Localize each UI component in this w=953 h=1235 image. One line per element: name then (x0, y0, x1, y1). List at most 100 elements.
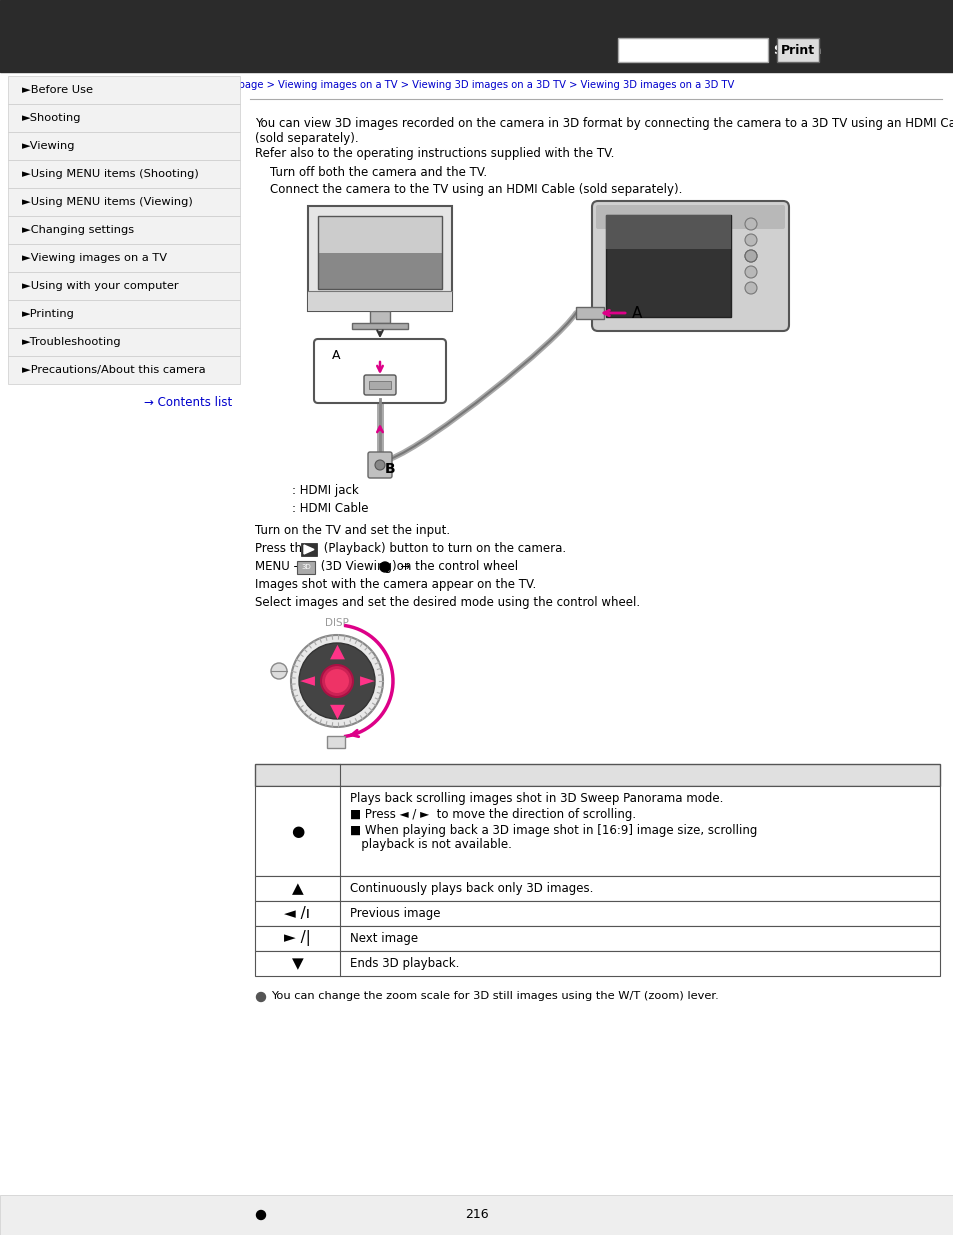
Bar (352, 324, 408, 329)
Bar (301, 543, 316, 556)
Text: ■ When playing back a 3D image shot in [16:9] image size, scrolling: ■ When playing back a 3D image shot in [… (350, 824, 757, 837)
FancyBboxPatch shape (596, 205, 784, 228)
FancyBboxPatch shape (592, 201, 788, 331)
FancyBboxPatch shape (314, 338, 446, 403)
FancyBboxPatch shape (368, 452, 392, 478)
Text: A: A (631, 305, 641, 321)
Text: MENU →: MENU → (254, 559, 307, 573)
Bar (254, 764, 939, 785)
Circle shape (325, 669, 349, 693)
Polygon shape (304, 545, 314, 555)
Circle shape (298, 643, 375, 719)
Bar (0, 0, 953, 72)
Bar (308, 291, 452, 311)
Text: playback is not available.: playback is not available. (350, 839, 512, 851)
Text: ▲: ▲ (292, 881, 303, 897)
Circle shape (744, 266, 757, 278)
Bar (8, 104, 240, 132)
Text: Turn on the TV and set the input.: Turn on the TV and set the input. (254, 524, 450, 537)
Text: You can view 3D images recorded on the camera in 3D format by connecting the cam: You can view 3D images recorded on the c… (254, 117, 953, 130)
Bar (8, 161, 240, 188)
Bar (254, 902, 939, 926)
Bar (8, 272, 240, 300)
Text: ►Viewing images on a TV: ►Viewing images on a TV (22, 253, 167, 263)
Bar (254, 926, 939, 951)
Circle shape (744, 282, 757, 294)
Text: A: A (332, 350, 340, 362)
Text: ►Using MENU items (Viewing): ►Using MENU items (Viewing) (22, 198, 193, 207)
Bar (317, 252, 441, 289)
Text: ► /|: ► /| (284, 930, 311, 946)
Text: ►Before Use: ►Before Use (22, 85, 92, 95)
Circle shape (320, 664, 353, 697)
Text: Top page > Viewing images on a TV > Viewing 3D images on a 3D TV > Viewing 3D im: Top page > Viewing images on a TV > View… (219, 80, 734, 90)
Text: ►Printing: ►Printing (22, 309, 74, 319)
Text: ▼: ▼ (292, 956, 303, 971)
Text: Select images and set the desired mode using the control wheel.: Select images and set the desired mode u… (254, 597, 639, 609)
Bar (605, 215, 730, 249)
Text: ●: ● (291, 824, 304, 839)
Text: Ends 3D playback.: Ends 3D playback. (350, 957, 459, 969)
Text: : HDMI Cable: : HDMI Cable (276, 501, 368, 515)
Text: B: B (385, 462, 395, 475)
Text: ■ Press ◄ / ►  to move the direction of scrolling.: ■ Press ◄ / ► to move the direction of s… (350, 808, 636, 821)
Bar (8, 77, 240, 104)
Bar (8, 329, 240, 356)
Bar (254, 951, 939, 976)
Bar (254, 876, 939, 902)
Circle shape (379, 562, 390, 572)
Bar (8, 356, 240, 384)
Bar (369, 382, 391, 389)
Bar (605, 215, 730, 317)
Text: 3D: 3D (301, 564, 311, 571)
Text: Press the: Press the (254, 542, 313, 555)
Text: ◄: ◄ (299, 672, 314, 690)
Text: (Playback) button to turn on the camera.: (Playback) button to turn on the camera. (319, 542, 565, 555)
Text: ►Using MENU items (Shooting): ►Using MENU items (Shooting) (22, 169, 198, 179)
Text: Previous image: Previous image (350, 906, 440, 920)
Text: Search: Search (772, 43, 821, 57)
Text: You can change the zoom scale for 3D still images using the W/T (zoom) lever.: You can change the zoom scale for 3D sti… (271, 990, 718, 1002)
Bar (308, 206, 452, 311)
Bar (8, 132, 240, 161)
Circle shape (375, 459, 385, 471)
Text: 216: 216 (465, 1209, 488, 1221)
Bar (317, 216, 441, 289)
Text: Images shot with the camera appear on the TV.: Images shot with the camera appear on th… (254, 578, 536, 592)
Text: ◄ /ı: ◄ /ı (284, 906, 310, 921)
Bar (8, 245, 240, 272)
Text: Continuously plays back only 3D images.: Continuously plays back only 3D images. (350, 882, 593, 895)
Text: ►Precautions/About this camera: ►Precautions/About this camera (22, 366, 206, 375)
Circle shape (744, 249, 757, 262)
Circle shape (271, 663, 287, 679)
Text: (sold separately).: (sold separately). (254, 132, 358, 144)
Text: : HDMI jack: : HDMI jack (276, 484, 358, 496)
Bar (618, 38, 767, 62)
Bar (576, 308, 603, 319)
Text: ►Troubleshooting: ►Troubleshooting (22, 337, 121, 347)
Text: ►Shooting: ►Shooting (22, 112, 81, 124)
Text: ►Viewing: ►Viewing (22, 141, 75, 151)
Text: Refer also to the operating instructions supplied with the TV.: Refer also to the operating instructions… (254, 147, 614, 161)
Bar (8, 216, 240, 245)
Text: DISP: DISP (325, 618, 349, 629)
Circle shape (256, 1210, 265, 1219)
Bar (776, 38, 818, 62)
Bar (296, 561, 314, 574)
Text: on the control wheel: on the control wheel (393, 559, 517, 573)
Text: Connect the camera to the TV using an HDMI Cable (sold separately).: Connect the camera to the TV using an HD… (254, 183, 681, 196)
Circle shape (744, 249, 757, 262)
Text: ▼: ▼ (329, 701, 344, 720)
Circle shape (256, 993, 265, 1002)
Text: Turn off both the camera and the TV.: Turn off both the camera and the TV. (254, 165, 487, 179)
Circle shape (744, 233, 757, 246)
Text: ►Changing settings: ►Changing settings (22, 225, 134, 235)
Bar (327, 736, 345, 748)
Text: (3D Viewing) →: (3D Viewing) → (316, 559, 414, 573)
Bar (8, 300, 240, 329)
Text: → Contents list: → Contents list (144, 395, 232, 409)
Bar (370, 311, 390, 324)
Text: ►: ► (359, 672, 375, 690)
Circle shape (291, 635, 382, 727)
Bar (317, 216, 441, 252)
